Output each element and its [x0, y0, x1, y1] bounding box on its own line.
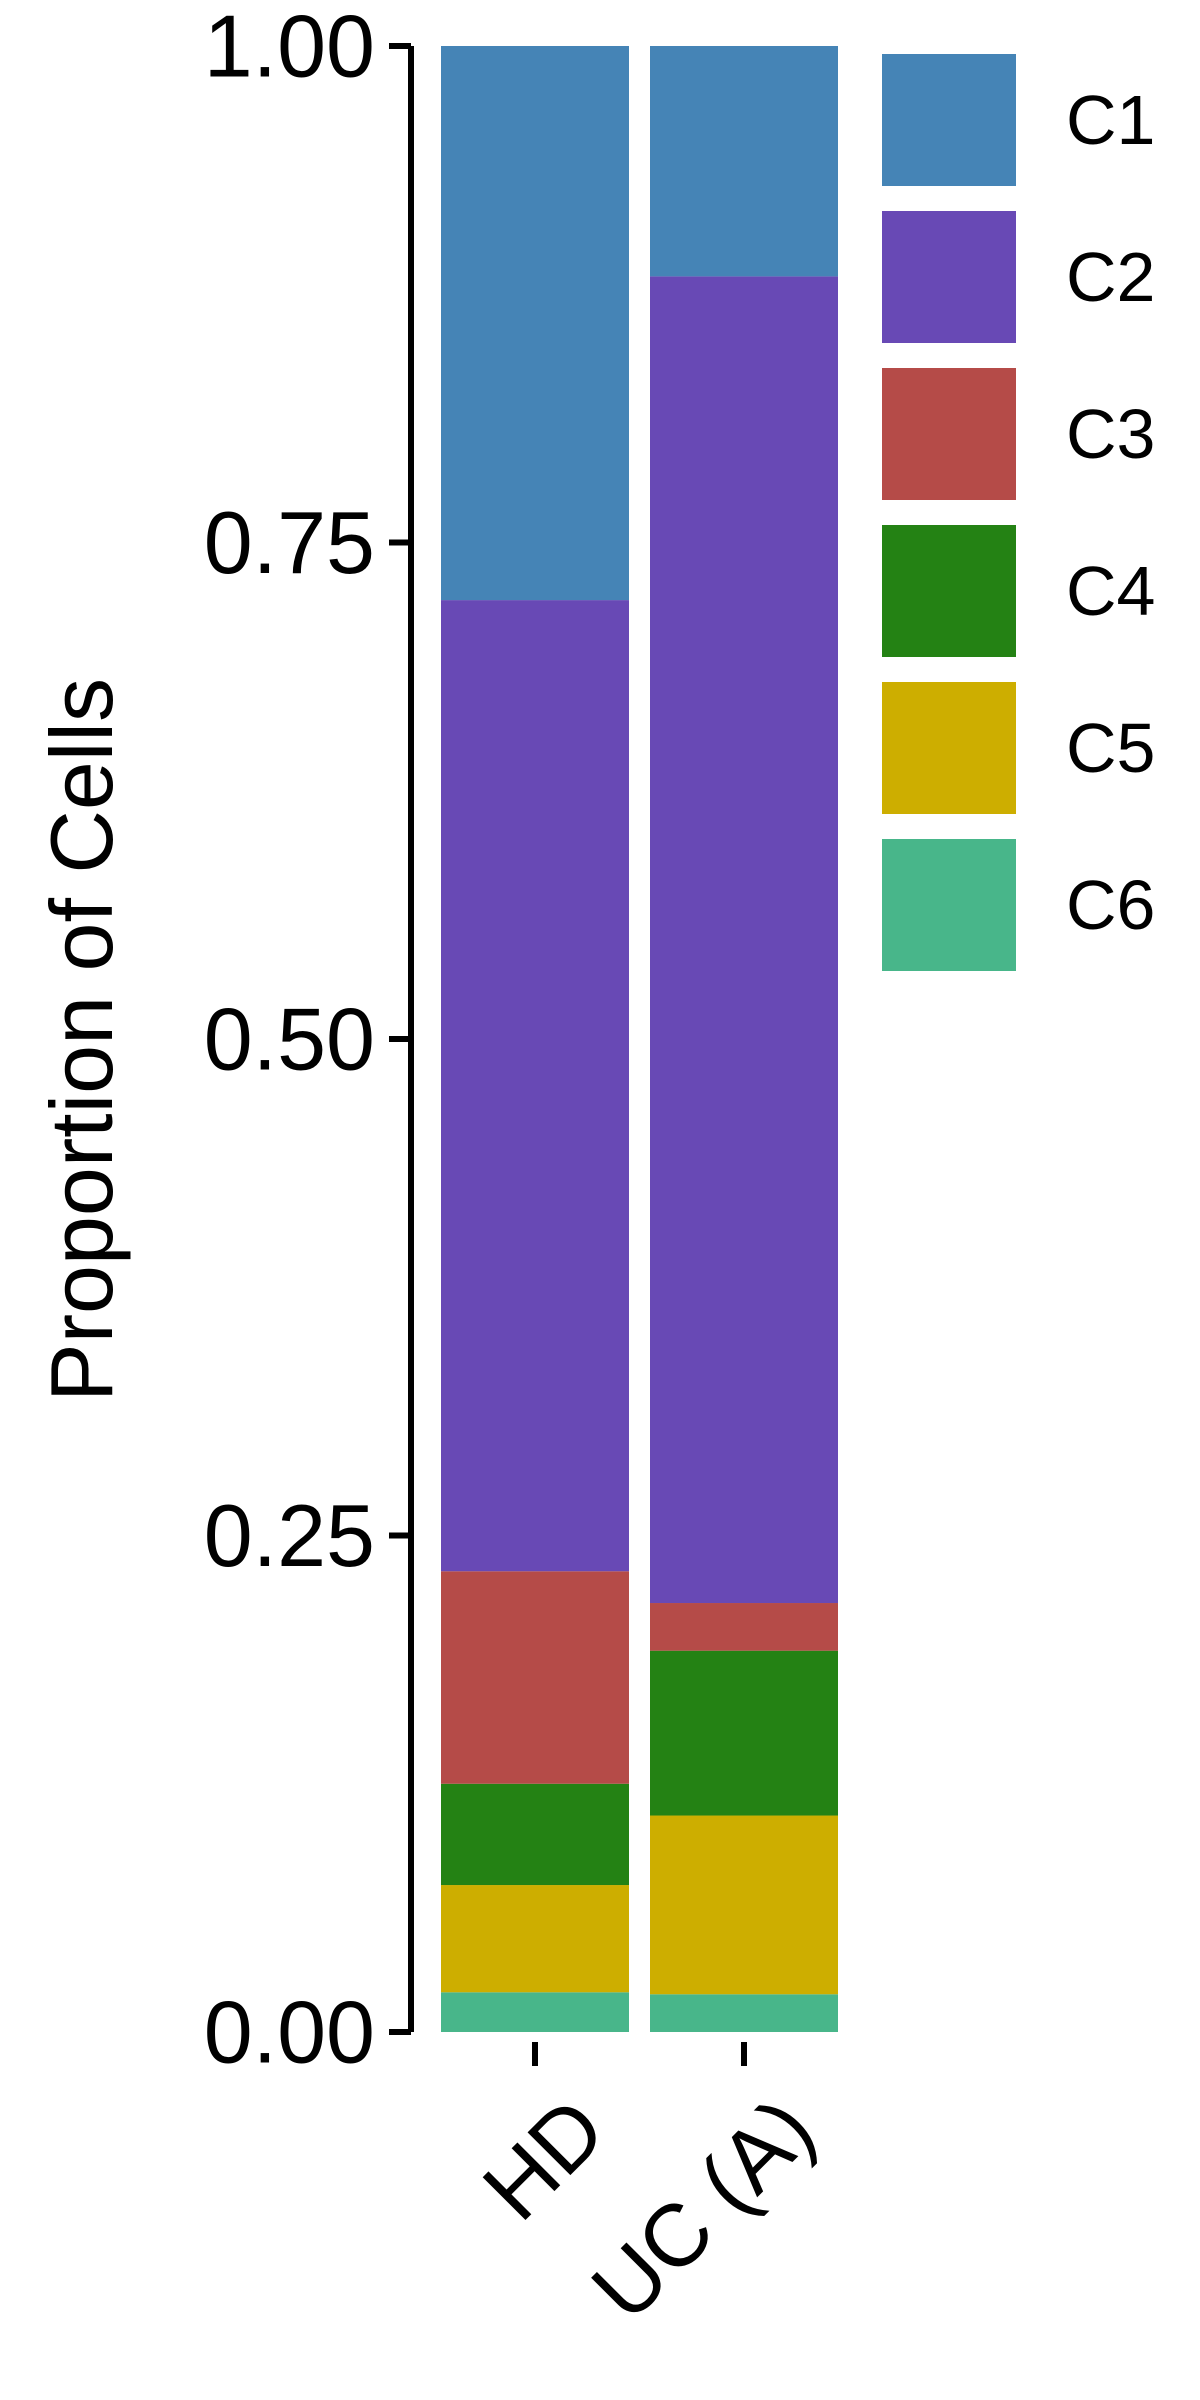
bar-segment-uc-a-c2: [650, 276, 838, 1604]
y-tick-label: 0.25: [204, 1486, 375, 1585]
bar-segment-uc-a-c3: [650, 1603, 838, 1651]
legend-swatch-c5: [882, 682, 1016, 814]
bar-segment-uc-a-c5: [650, 1815, 838, 1995]
bar-segment-uc-a-c4: [650, 1650, 838, 1816]
x-tick-label: UC (A): [573, 2079, 833, 2339]
bar-segment-hd-c4: [441, 1783, 629, 1886]
bar-segment-uc-a-c1: [650, 46, 838, 277]
bar-segment-hd-c6: [441, 1992, 629, 2032]
x-tick-label: HD: [464, 2079, 624, 2239]
y-axis: 0.00 0.25 0.50 0.75 1.00: [204, 0, 414, 2082]
bar-segment-hd-c1: [441, 46, 629, 601]
legend: C1 C2 C3 C4 C5 C6: [882, 54, 1155, 971]
legend-swatch-c2: [882, 211, 1016, 343]
legend-swatch-c3: [882, 368, 1016, 500]
legend-label-c3: C3: [1066, 395, 1155, 473]
y-tick-label: 0.00: [204, 1983, 375, 2082]
bar-segment-hd-c3: [441, 1571, 629, 1784]
legend-swatch-c4: [882, 525, 1016, 657]
bar-segment-uc-a-c6: [650, 1994, 838, 2032]
y-tick-label: 0.75: [204, 493, 375, 592]
legend-swatch-c6: [882, 839, 1016, 971]
legend-label-c4: C4: [1066, 552, 1155, 630]
legend-label-c6: C6: [1066, 866, 1155, 944]
y-tick-label: 0.50: [204, 990, 375, 1089]
bar-segment-hd-c2: [441, 600, 629, 1572]
legend-label-c2: C2: [1066, 238, 1155, 316]
legend-swatch-c1: [882, 54, 1016, 186]
y-axis-title: Proportion of Cells: [32, 678, 131, 1402]
legend-label-c1: C1: [1066, 81, 1155, 159]
bar-segment-hd-c5: [441, 1885, 629, 1993]
bars-group: [441, 46, 838, 2032]
legend-label-c5: C5: [1066, 709, 1155, 787]
y-tick-label: 1.00: [204, 0, 375, 96]
